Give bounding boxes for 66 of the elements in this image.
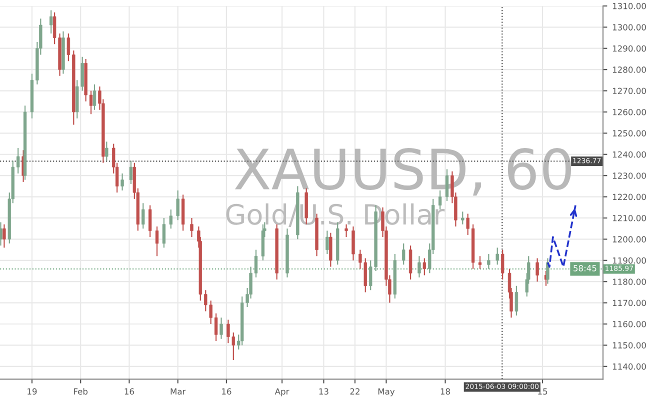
candlestick bbox=[155, 226, 159, 257]
candlestick bbox=[169, 208, 172, 230]
y-tick-label: 1250.00 bbox=[612, 130, 646, 136]
candlestick bbox=[92, 84, 96, 110]
candlestick bbox=[326, 230, 329, 255]
y-tick-label: 1290.00 bbox=[612, 45, 646, 52]
x-tick-label: Apr bbox=[274, 388, 290, 396]
candlestick bbox=[16, 147, 20, 174]
candlestick bbox=[129, 160, 133, 185]
candlestick bbox=[487, 253, 490, 270]
candlestick bbox=[500, 249, 504, 280]
y-tick-label: 1260.00 bbox=[612, 108, 646, 116]
candlestick bbox=[422, 258, 426, 276]
y-tick-label: 1230.00 bbox=[612, 172, 646, 179]
y-tick-label: 1160.00 bbox=[612, 320, 646, 328]
x-tick-label: Feb bbox=[74, 388, 88, 395]
x-tick-label: 19 bbox=[28, 388, 37, 395]
y-tick-label: 1150.00 bbox=[612, 342, 646, 348]
candlestick bbox=[89, 90, 93, 115]
annotation: 58:45 bbox=[574, 265, 596, 272]
y-tick-label: 1280.00 bbox=[612, 66, 646, 73]
candlestick bbox=[329, 232, 332, 268]
y-tick-label: 1220.00 bbox=[612, 194, 646, 200]
y-tick-label: 1190.00 bbox=[612, 257, 646, 264]
candlestick bbox=[352, 226, 355, 261]
text: XAUUSD, 60 bbox=[234, 148, 572, 196]
candlestick bbox=[49, 10, 53, 34]
candlestick bbox=[220, 317, 223, 340]
candlestick bbox=[466, 213, 470, 236]
candlestick bbox=[408, 245, 412, 280]
y-tick-label: 1310.00 bbox=[612, 2, 646, 10]
y-tick-label: 1300.00 bbox=[612, 24, 646, 30]
x-tick-label: 16 bbox=[222, 388, 232, 395]
x-tick-label: May bbox=[378, 388, 395, 396]
x-tick-label: Mar bbox=[170, 388, 186, 395]
candlestick bbox=[546, 258, 550, 284]
candlestick bbox=[418, 256, 421, 278]
y-tick-label: 1240.00 bbox=[612, 151, 646, 158]
candlestick bbox=[496, 247, 499, 266]
y-tick-label: 1270.00 bbox=[612, 88, 646, 94]
candlestick bbox=[254, 249, 258, 278]
candlestick bbox=[461, 211, 464, 225]
x-tick-label: 16 bbox=[124, 388, 134, 395]
candlestick bbox=[105, 141, 108, 162]
candlestick bbox=[2, 224, 6, 248]
candlestick bbox=[214, 312, 218, 342]
candlestick bbox=[148, 204, 152, 238]
candlestick bbox=[120, 172, 124, 191]
candlestick bbox=[142, 202, 145, 230]
candlestick bbox=[176, 190, 180, 221]
x-tick-label: 13 bbox=[319, 388, 328, 395]
x-tick-label: 22 bbox=[350, 388, 360, 394]
candlestick bbox=[514, 285, 518, 316]
candlestick bbox=[66, 32, 70, 62]
candlestick bbox=[478, 256, 482, 270]
candlestick bbox=[536, 258, 539, 282]
candlestick bbox=[402, 242, 406, 266]
y-tick-label: 1200.00 bbox=[612, 236, 646, 242]
candlestick bbox=[0, 222, 2, 246]
y-tick-label: 1170.00 bbox=[612, 300, 646, 306]
candlestick bbox=[190, 217, 194, 238]
y-tick-label: 1210.00 bbox=[612, 214, 646, 222]
y-tick-label: 1140.00 bbox=[612, 363, 646, 370]
candlestick bbox=[162, 217, 166, 248]
x-tick-label: 18 bbox=[440, 388, 450, 395]
y-tick-label: 1180.00 bbox=[612, 278, 646, 285]
